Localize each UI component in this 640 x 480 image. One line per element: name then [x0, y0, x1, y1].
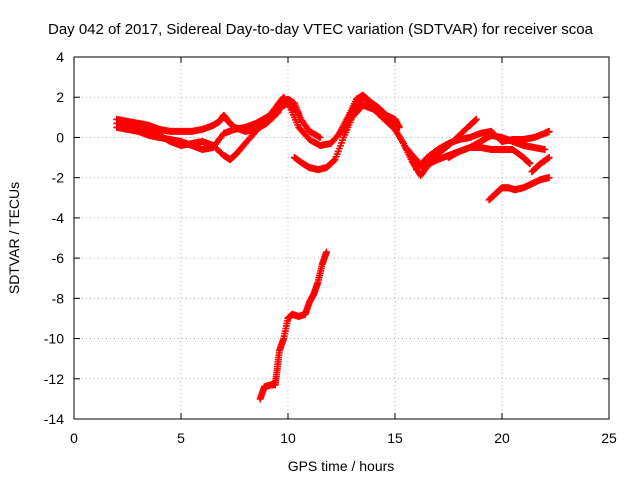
y-axis-label: SDTVAR / TECUs [6, 182, 22, 294]
series-sat-e [335, 91, 403, 137]
x-axis: 0 5 10 15 20 25 [70, 57, 617, 446]
y-tick-label: -6 [52, 250, 65, 266]
x-tick-label: 20 [494, 430, 510, 446]
data-point [316, 133, 324, 141]
series-sat-c [113, 99, 303, 154]
x-axis-label: GPS time / hours [288, 458, 395, 474]
y-tick-label: 0 [56, 129, 64, 145]
data-point [526, 160, 534, 168]
plot-frame [73, 56, 610, 420]
series-sat-g [412, 127, 553, 174]
y-tick-label: -14 [44, 411, 64, 427]
y-tick-label: 2 [56, 89, 64, 105]
x-tick-label: 10 [280, 430, 296, 446]
data-point [541, 146, 549, 154]
data-point [545, 127, 553, 135]
x-tick-label: 25 [601, 430, 617, 446]
data-point [295, 109, 303, 117]
y-tick-label: -4 [52, 210, 65, 226]
x-tick-label: 5 [177, 430, 185, 446]
y-tick-label: -8 [52, 290, 65, 306]
y-axis: -14 -12 -10 -8 -6 -4 -2 0 2 4 [44, 49, 609, 427]
x-tick-label: 0 [70, 430, 78, 446]
x-tick-label: 15 [387, 430, 403, 446]
data-point [395, 123, 403, 131]
series-sat-j [485, 174, 553, 204]
data-point [323, 248, 331, 256]
y-tick-label: 4 [56, 49, 64, 65]
chart-title: Day 042 of 2017, Sidereal Day-to-day VTE… [48, 21, 594, 38]
data-point [472, 115, 480, 123]
data-point [293, 108, 301, 116]
y-tick-label: -2 [52, 170, 65, 186]
series-sat-h [445, 144, 534, 168]
y-tick-label: -12 [44, 371, 64, 387]
data-point [545, 174, 553, 182]
series-sat-k [256, 248, 331, 403]
data-point [330, 157, 338, 165]
series-sat-a [113, 95, 324, 141]
data-series-group [113, 91, 553, 403]
series-sat-i [528, 154, 553, 176]
y-tick-label: -10 [44, 331, 64, 347]
data-point [545, 154, 553, 162]
